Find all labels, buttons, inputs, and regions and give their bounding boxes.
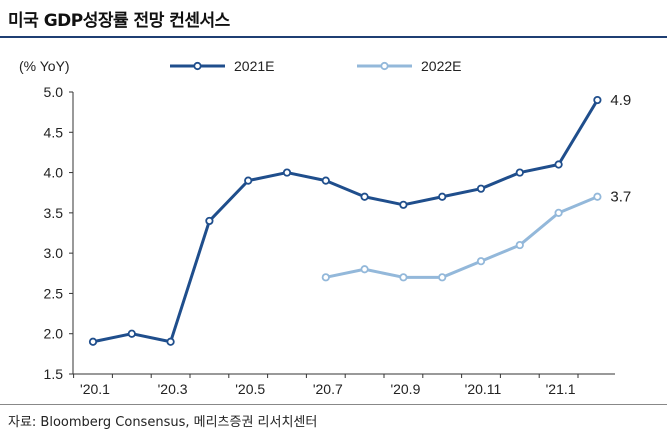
x-tick-label: '20.9 — [390, 381, 420, 397]
data-point-2021E — [476, 184, 486, 193]
data-point-2022E — [438, 273, 447, 282]
line-chart: 1.5 2.0 2.5 3.0 3.5 4.0 4.5 5.0 '20.1 '20.3 '20.5 '… — [19, 58, 631, 397]
data-point-2021E — [321, 176, 330, 185]
data-point-2022E — [593, 192, 602, 201]
data-point-2021E — [166, 337, 175, 346]
series-line-2021E — [92, 99, 599, 344]
y-tick-label: 4.0 — [44, 165, 64, 181]
series-line-2022E — [325, 195, 598, 279]
y-unit-label: (% YoY) — [19, 58, 70, 74]
footer-divider — [0, 404, 667, 405]
y-tick-label: 2.5 — [44, 285, 64, 301]
x-tick-label: '20.3 — [158, 381, 188, 397]
x-tick-label: '20.1 — [80, 381, 110, 397]
legend-label-2021E: 2021E — [234, 58, 274, 74]
x-tick-label: '21.1 — [546, 381, 576, 397]
data-point-2021E — [205, 216, 214, 226]
data-point-2021E — [360, 192, 369, 201]
data-point-2022E — [360, 265, 369, 274]
data-point-2022E — [399, 273, 408, 282]
y-tick-label: 4.5 — [44, 124, 64, 140]
source-note: 자료: Bloomberg Consensus, 메리츠증권 리서치센터 — [8, 415, 318, 430]
end-value-label-2021E: 4.9 — [610, 92, 631, 109]
y-tick-label: 2.0 — [44, 326, 64, 342]
data-point-2022E — [554, 208, 563, 217]
data-point-2021E — [554, 160, 563, 169]
data-point-2021E — [593, 95, 602, 105]
data-point-2021E — [127, 329, 136, 338]
legend-marker-2022E — [380, 61, 389, 71]
legend-marker-2021E — [193, 61, 202, 71]
data-point-2021E — [244, 176, 253, 185]
y-tick-label: 1.5 — [44, 366, 64, 382]
data-point-2022E — [321, 273, 330, 282]
x-tick-label: '20.5 — [235, 381, 265, 397]
data-point-2021E — [88, 337, 98, 346]
y-tick-label: 3.0 — [44, 245, 64, 261]
chart-title: 미국 GDP성장률 전망 컨센서스 — [8, 11, 230, 31]
data-point-2022E — [476, 257, 486, 266]
data-point-2022E — [515, 240, 524, 250]
data-point-2021E — [399, 200, 408, 209]
data-point-2021E — [282, 168, 292, 177]
data-point-2021E — [438, 192, 447, 201]
x-tick-label: '20.11 — [465, 381, 502, 397]
x-tick-label: '20.7 — [313, 381, 343, 397]
title-divider — [0, 36, 667, 38]
legend-label-2022E: 2022E — [421, 58, 461, 74]
y-tick-label: 3.5 — [44, 205, 64, 221]
data-point-2021E — [515, 168, 524, 177]
y-tick-label: 5.0 — [44, 84, 64, 100]
end-value-label-2022E: 3.7 — [610, 189, 631, 206]
